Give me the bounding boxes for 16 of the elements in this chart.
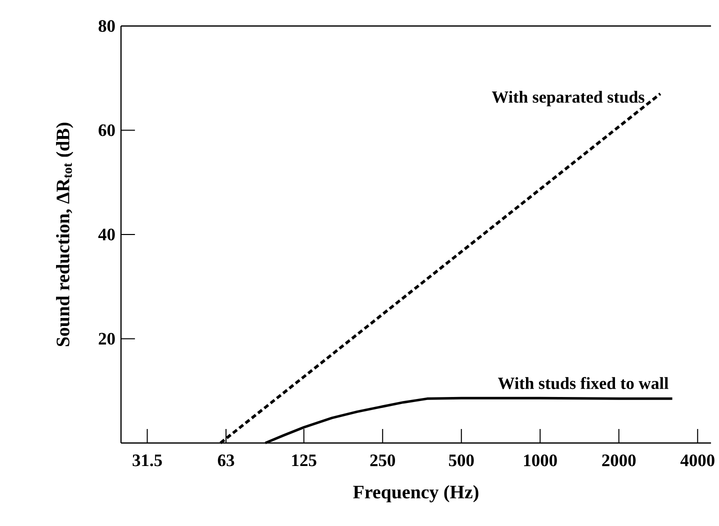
x-tick-label: 1000 [524,454,557,466]
x-tick-label: 31.5 [132,454,162,466]
y-tick-label: 40 [98,228,115,240]
x-tick-label: 250 [370,454,396,466]
y-tick-label: 60 [98,124,115,136]
series-label: With studs fixed to wall [498,376,668,390]
x-tick-label: 2000 [602,454,636,466]
x-tick-label: 500 [449,454,474,466]
y-tick-label: 80 [98,20,115,32]
x-tick-label: 125 [292,454,316,466]
x-tick-label: 4000 [680,454,714,466]
series-label: With separated studs [492,90,644,106]
x-tick-label: 63 [218,454,234,466]
x-axis-title: Frequency (Hz) [353,485,478,502]
y-axis-title: Sound reduction, ΔR$_{tot}$ (dB) [56,122,74,346]
y-tick-label: 20 [98,332,115,345]
